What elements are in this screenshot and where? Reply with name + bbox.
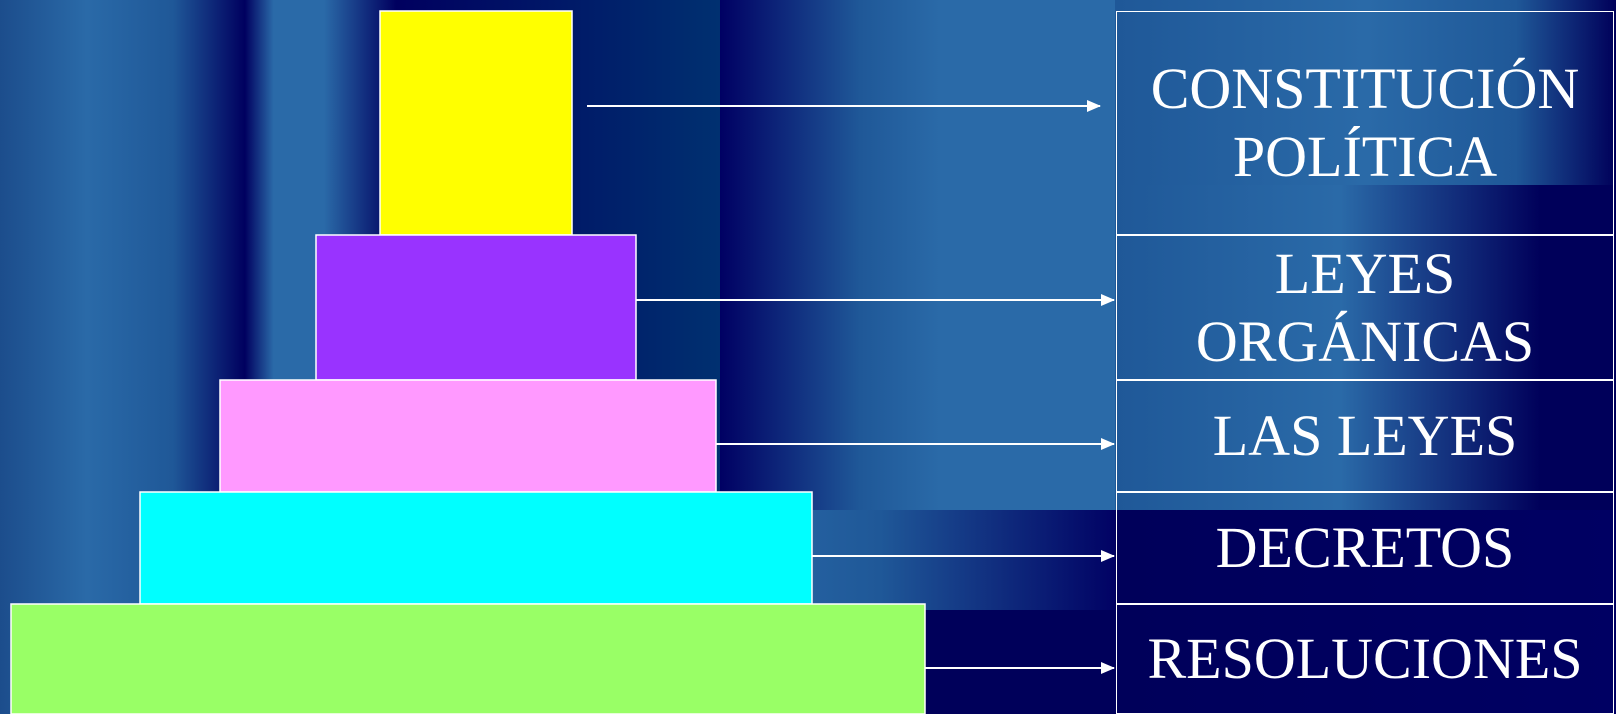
level-label-box-5: RESOLUCIONES [1116, 604, 1614, 714]
pyramid-level-2 [315, 234, 637, 381]
pyramid-level-5 [10, 603, 926, 714]
level-label-box-3: LAS LEYES [1116, 380, 1614, 492]
background-band [720, 0, 1120, 510]
level-label-box-1: CONSTITUCIÓN POLÍTICA [1116, 11, 1614, 235]
background-band [1115, 0, 1616, 185]
level-label: LAS LEYES [1212, 403, 1518, 469]
pyramid-level-3 [219, 379, 717, 493]
level-label: DECRETOS [1215, 515, 1515, 581]
level-label: LEYES ORGÁNICAS [1195, 240, 1535, 374]
level-label-box-2: LEYES ORGÁNICAS [1116, 235, 1614, 380]
pyramid-level-1 [379, 10, 573, 236]
pyramid-level-4 [139, 491, 813, 605]
background-band [1115, 185, 1616, 515]
background-band [1115, 510, 1616, 714]
level-label-box-4: DECRETOS [1116, 492, 1614, 604]
level-label: RESOLUCIONES [1147, 626, 1583, 692]
level-label: CONSTITUCIÓN POLÍTICA [1150, 56, 1580, 189]
